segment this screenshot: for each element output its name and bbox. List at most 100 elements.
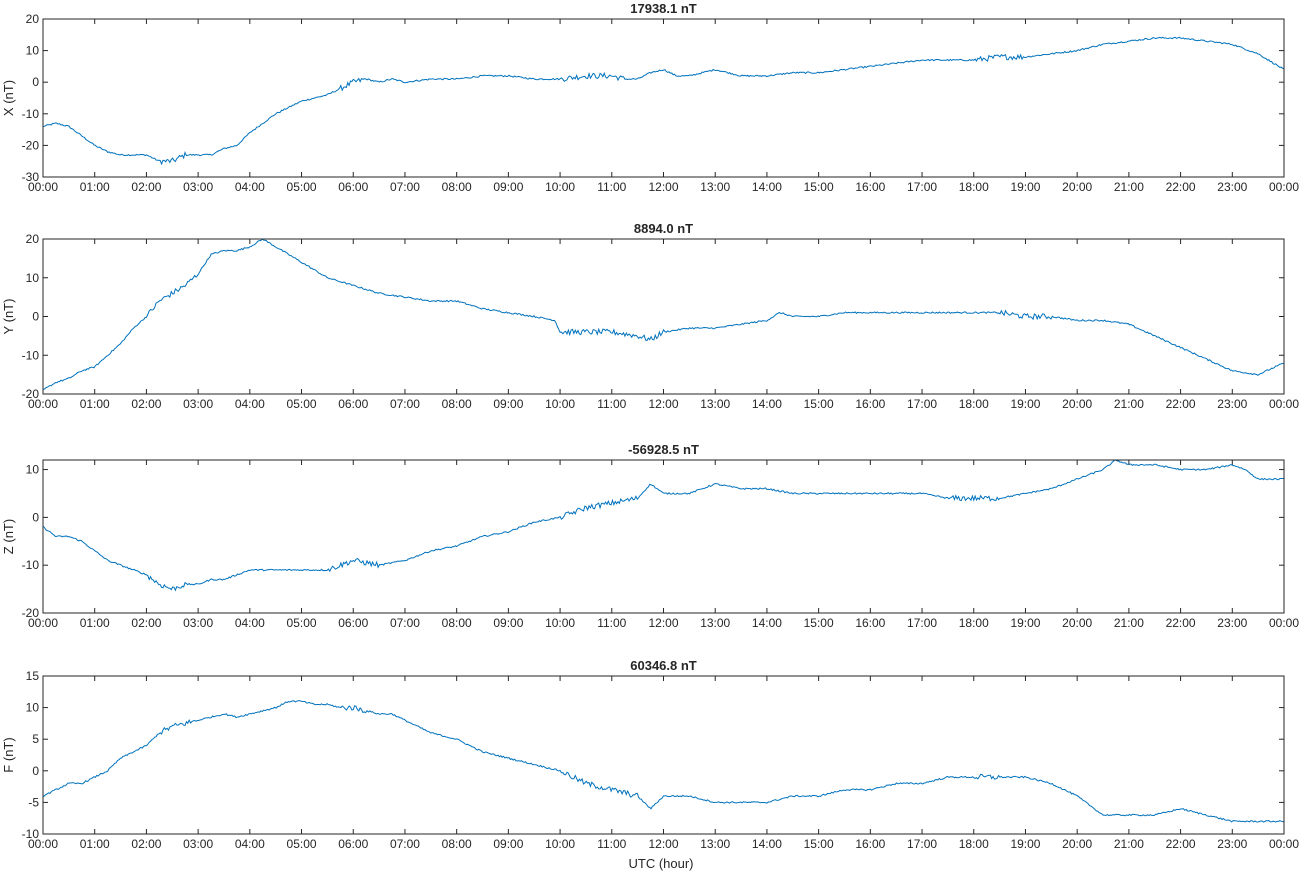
panel-title: 17938.1 nT — [630, 1, 697, 16]
y-tick-label: 0 — [32, 75, 39, 89]
y-tick-label: 10 — [26, 463, 40, 477]
x-tick-label: 02:00 — [131, 397, 161, 411]
x-tick-label: 12:00 — [648, 837, 678, 851]
x-tick-label: 05:00 — [287, 616, 317, 630]
x-tick-label: 22:00 — [1166, 180, 1196, 194]
x-tick-label: 23:00 — [1217, 397, 1247, 411]
y-tick-label: -10 — [22, 348, 40, 362]
x-tick-label: 23:00 — [1217, 180, 1247, 194]
x-tick-label: 04:00 — [235, 180, 265, 194]
x-tick-label: 00:00 — [28, 837, 58, 851]
axes-box — [42, 18, 1285, 178]
series-line — [42, 238, 1285, 390]
x-axis-label: UTC (hour) — [628, 856, 693, 871]
x-tick-label: 08:00 — [442, 397, 472, 411]
x-tick-label: 20:00 — [1062, 397, 1092, 411]
panel-1: 17938.1 nT X (nT) 00:00 01:00 02:00 03:00 04:0… — [1, 1, 1299, 194]
x-tick-label: 22:00 — [1166, 837, 1196, 851]
y-tick-label: -20 — [22, 387, 40, 401]
x-tick-label: 21:00 — [1114, 837, 1144, 851]
x-tick-label: 03:00 — [183, 616, 213, 630]
x-tick-label: 21:00 — [1114, 616, 1144, 630]
x-tick-label: 00:00 — [28, 616, 58, 630]
y-tick-label: -10 — [22, 107, 40, 121]
x-tick-label: 16:00 — [855, 397, 885, 411]
x-tick-label: 13:00 — [700, 397, 730, 411]
x-tick-label: 17:00 — [907, 180, 937, 194]
x-tick-label: 23:00 — [1217, 837, 1247, 851]
x-tick-label: 16:00 — [855, 180, 885, 194]
x-tick-label: 07:00 — [390, 616, 420, 630]
x-tick-label: 10:00 — [545, 397, 575, 411]
x-tick-label: 00:00 — [1269, 616, 1299, 630]
x-tick-label: 09:00 — [493, 397, 523, 411]
x-tick-label: 17:00 — [907, 837, 937, 851]
panel-2: 8894.0 nT Y (nT) 00:00 01:00 02:00 03:00 04:00… — [1, 221, 1299, 411]
x-tick-label: 09:00 — [493, 180, 523, 194]
x-tick-label: 20:00 — [1062, 837, 1092, 851]
x-tick-label: 18:00 — [959, 616, 989, 630]
x-tick-label: 02:00 — [131, 180, 161, 194]
y-tick-label: 10 — [26, 271, 40, 285]
x-tick-label: 15:00 — [804, 616, 834, 630]
x-tick-label: 04:00 — [235, 397, 265, 411]
y-tick-label: 0 — [32, 510, 39, 524]
x-tick-label: 06:00 — [338, 180, 368, 194]
panel-title: -56928.5 nT — [628, 442, 699, 457]
x-tick-label: 22:00 — [1166, 616, 1196, 630]
y-tick-label: 20 — [26, 232, 40, 246]
x-tick-label: 12:00 — [648, 397, 678, 411]
x-tick-label: 02:00 — [131, 616, 161, 630]
x-tick-label: 01:00 — [80, 397, 110, 411]
x-tick-label: 14:00 — [752, 397, 782, 411]
x-tick-label: 06:00 — [338, 397, 368, 411]
y-tick-label: 0 — [32, 764, 39, 778]
y-tick-label: -5 — [28, 795, 39, 809]
panel-title: 8894.0 nT — [634, 221, 693, 236]
y-tick-label: -10 — [22, 827, 40, 841]
y-tick-label: 10 — [26, 701, 40, 715]
x-tick-label: 23:00 — [1217, 616, 1247, 630]
y-tick-label: -20 — [22, 606, 40, 620]
x-tick-label: 03:00 — [183, 397, 213, 411]
x-tick-label: 09:00 — [493, 616, 523, 630]
x-tick-label: 09:00 — [493, 837, 523, 851]
x-tick-label: 11:00 — [597, 616, 626, 630]
x-tick-label: 06:00 — [338, 616, 368, 630]
x-tick-label: 15:00 — [804, 180, 834, 194]
x-tick-label: 14:00 — [752, 616, 782, 630]
axes-box — [42, 675, 1285, 835]
x-tick-label: 07:00 — [390, 180, 420, 194]
series-line — [42, 459, 1285, 592]
x-tick-label: 01:00 — [80, 616, 110, 630]
x-tick-label: 07:00 — [390, 837, 420, 851]
x-tick-label: 05:00 — [287, 837, 317, 851]
x-tick-label: 16:00 — [855, 616, 885, 630]
y-tick-label: 20 — [26, 12, 40, 26]
x-tick-label: 01:00 — [80, 837, 110, 851]
x-tick-label: 22:00 — [1166, 397, 1196, 411]
x-tick-label: 19:00 — [1010, 397, 1040, 411]
x-tick-label: 13:00 — [700, 616, 730, 630]
panel-title: 60346.8 nT — [630, 658, 697, 673]
x-tick-label: 19:00 — [1010, 616, 1040, 630]
x-tick-label: 20:00 — [1062, 180, 1092, 194]
x-tick-label: 11:00 — [597, 180, 626, 194]
axes-box — [42, 238, 1285, 395]
x-tick-label: 18:00 — [959, 837, 989, 851]
x-tick-label: 08:00 — [442, 180, 472, 194]
y-tick-label: 15 — [26, 669, 40, 683]
y-tick-label: 10 — [26, 44, 40, 58]
x-tick-label: 07:00 — [390, 397, 420, 411]
x-tick-label: 10:00 — [545, 616, 575, 630]
series-line — [42, 700, 1285, 823]
y-axis-label: X (nT) — [1, 80, 16, 116]
y-tick-label: -30 — [22, 170, 40, 184]
x-tick-label: 01:00 — [80, 180, 110, 194]
x-tick-label: 17:00 — [907, 616, 937, 630]
x-tick-label: 00:00 — [1269, 180, 1299, 194]
axes-box — [42, 459, 1285, 614]
x-tick-label: 08:00 — [442, 616, 472, 630]
x-tick-label: 10:00 — [545, 180, 575, 194]
